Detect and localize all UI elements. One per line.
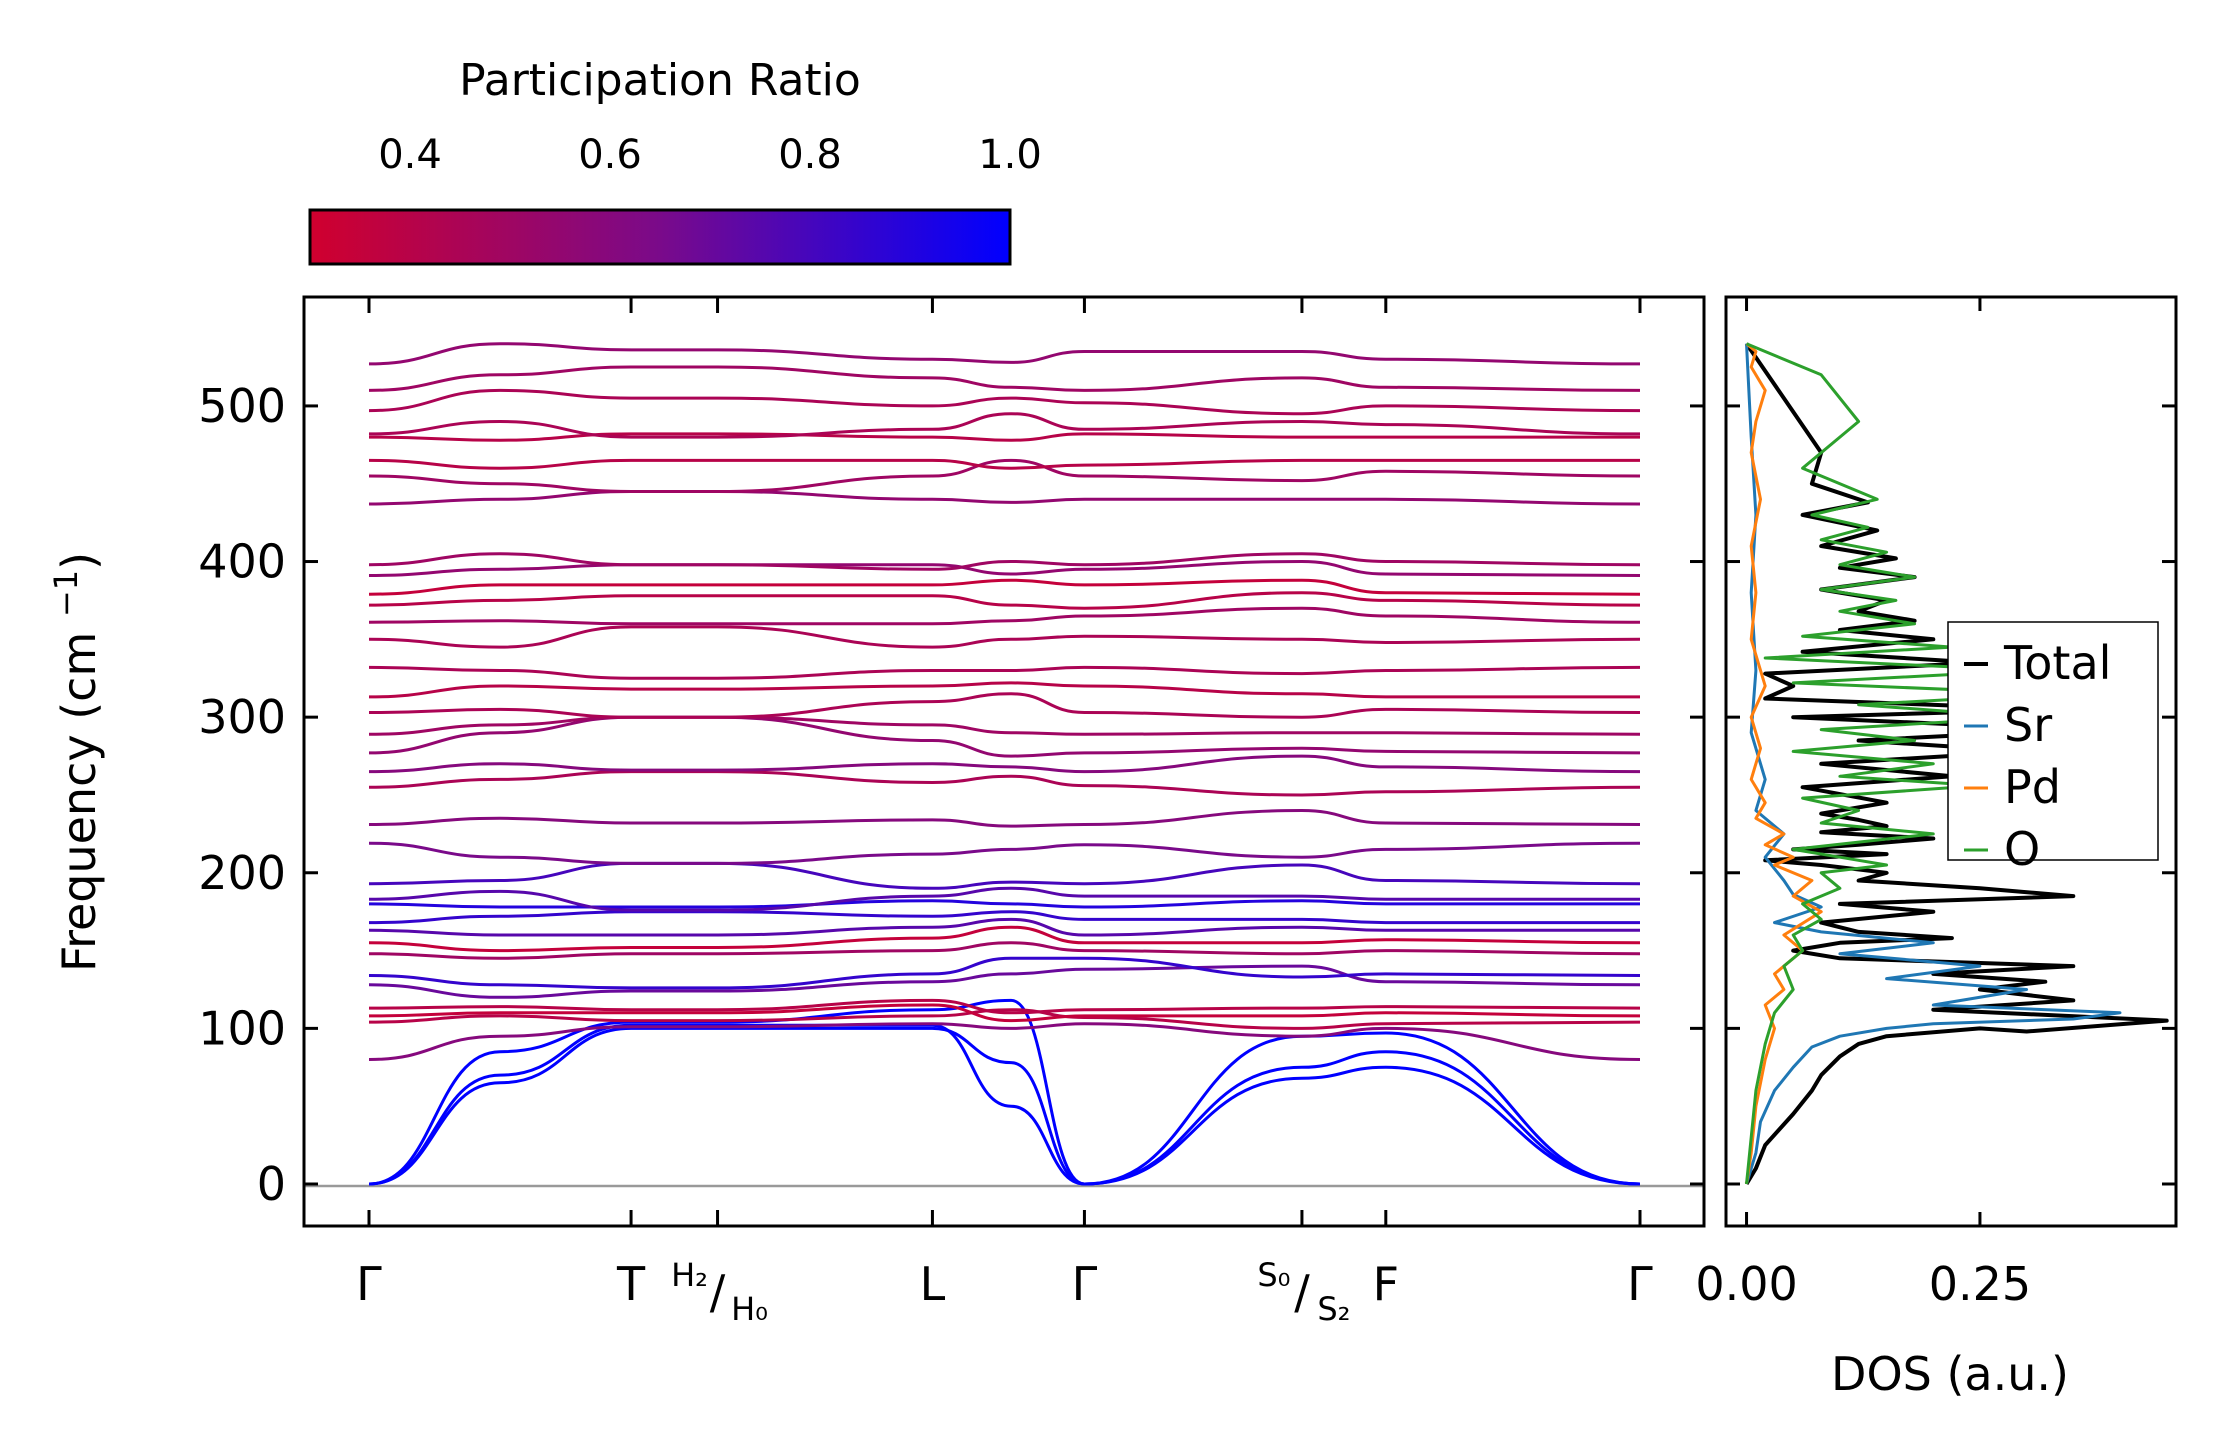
- band-line: [368, 665, 1641, 680]
- y-tick-label: 0: [257, 1157, 286, 1211]
- band-line: [368, 941, 1641, 960]
- x-tick-label: Γ: [1072, 1257, 1098, 1311]
- y-tick-label: 200: [198, 846, 286, 900]
- x-tick-label-sub: S₂: [1317, 1290, 1350, 1328]
- band-line: [368, 681, 1640, 699]
- x-tick-label: Γ: [356, 1257, 382, 1311]
- colorbar-tick-label: 1.0: [978, 132, 1042, 178]
- colorbar: Participation Ratio 0.4 0.6 0.8 1.0: [308, 55, 1042, 266]
- y-axis-label-text: Frequency (cm: [52, 632, 106, 972]
- x-tick-label-sub: H₀: [731, 1290, 768, 1328]
- x-tick-label: F: [1373, 1257, 1399, 1311]
- band-line: [368, 1008, 1641, 1030]
- band-line: [368, 559, 1641, 577]
- colorbar-label: Participation Ratio: [459, 55, 861, 106]
- legend: Total Sr Pd O: [1947, 621, 2159, 876]
- y-tick-label: 100: [198, 1001, 286, 1055]
- band-line: [368, 715, 1641, 736]
- dos-line-pd: [1745, 342, 1823, 1185]
- y-tick-label: 500: [198, 379, 286, 433]
- band-line: [368, 692, 1641, 719]
- band-line: [368, 998, 1641, 1186]
- band-line: [368, 917, 1640, 937]
- dos-ticks: 0.00 0.25: [1695, 297, 2176, 1311]
- x-tick-label: L: [920, 1257, 946, 1311]
- y-axis-label-tail: ): [52, 552, 106, 570]
- band-line: [368, 489, 1641, 506]
- x-tick-label-sup: S₀: [1257, 1256, 1290, 1294]
- band-line: [368, 956, 1641, 990]
- band-line: [368, 1022, 1641, 1061]
- band-line: [368, 964, 1641, 999]
- legend-label: Pd: [2004, 760, 2061, 814]
- band-line: [368, 1003, 1641, 1023]
- band-line: [368, 1026, 1641, 1186]
- x-tick-label: Γ: [1627, 1257, 1653, 1311]
- band-line: [368, 342, 1641, 366]
- x-tick-label-sup: H₂: [671, 1256, 708, 1294]
- band-line: [368, 886, 1640, 912]
- colorbar-tick-label: 0.6: [578, 132, 642, 178]
- band-line: [368, 910, 1640, 925]
- band-line: [368, 432, 1640, 442]
- band-line: [368, 591, 1641, 610]
- band-line: [368, 458, 1640, 470]
- band-line: [368, 715, 1641, 758]
- band-line: [368, 606, 1641, 626]
- colorbar-tick-label: 0.4: [378, 132, 442, 178]
- band-line: [368, 625, 1641, 649]
- band-lines: [368, 342, 1641, 1186]
- x-tick-label-slash: /: [1294, 1265, 1310, 1319]
- x-axis-label-dos: DOS (a.u.): [1831, 1347, 2069, 1401]
- band-line: [368, 754, 1641, 774]
- dos-frame: [1724, 295, 2178, 1228]
- band-line: [368, 861, 1641, 890]
- dos-x-tick-label: 0.25: [1929, 1257, 2031, 1311]
- legend-box: [1947, 621, 2159, 861]
- dos-panel: 0.00 0.25 DOS (a.u.) Total Sr Pd O: [1695, 295, 2178, 1401]
- colorbar-gradient: [308, 208, 1012, 266]
- band-line: [368, 388, 1641, 416]
- dos-x-tick-label: 0.00: [1695, 1257, 1797, 1311]
- band-line: [368, 552, 1641, 571]
- dispersion-frame: [302, 295, 1706, 1228]
- band-line: [368, 578, 1641, 596]
- dos-line-o: [1745, 342, 2057, 1185]
- y-tick-label: 300: [198, 690, 286, 744]
- y-axis-label-exponent: −1: [47, 570, 85, 617]
- band-line: [368, 365, 1641, 392]
- legend-label: O: [2004, 822, 2040, 876]
- band-line: [368, 841, 1641, 865]
- band-line: [368, 899, 1640, 909]
- x-tick-label-slash: /: [710, 1265, 726, 1319]
- band-line: [368, 808, 1641, 828]
- band-line: [368, 998, 1641, 1015]
- y-tick-label: 400: [198, 535, 286, 589]
- legend-label: Sr: [2004, 698, 2052, 752]
- x-tick-label: T: [616, 1257, 646, 1311]
- y-axis-label: Frequency (cm −1): [47, 552, 106, 972]
- legend-label: Total: [2003, 636, 2111, 690]
- band-line: [368, 412, 1641, 439]
- dos-lines: [1744, 342, 2169, 1186]
- dos-line-sr: [1745, 343, 2122, 1185]
- band-line: [368, 770, 1641, 797]
- colorbar-tick-label: 0.8: [778, 132, 842, 178]
- band-line: [368, 1023, 1641, 1186]
- band-line: [368, 925, 1641, 953]
